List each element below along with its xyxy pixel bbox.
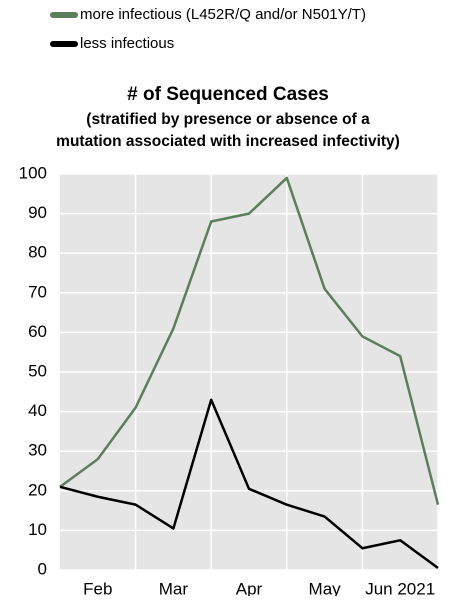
chart-title: # of Sequenced Cases — [127, 84, 329, 105]
legend-label: more infectious (L452R/Q and/or N501Y/T) — [80, 6, 366, 23]
data-line — [59, 398, 439, 570]
y-tick-label: 20 — [28, 480, 47, 499]
y-tick-label: 80 — [28, 243, 47, 262]
y-tick-label: 50 — [28, 361, 47, 380]
x-tick-label: Feb — [83, 579, 112, 596]
y-tick-label: 70 — [28, 282, 47, 301]
legend-label: less infectious — [80, 35, 174, 52]
y-tick-label: 40 — [28, 401, 47, 420]
x-tick-label: Apr — [236, 579, 263, 596]
x-tick-label: May — [309, 579, 342, 596]
x-tick-label: Jun 2021 — [365, 579, 435, 596]
y-tick-label: 100 — [19, 163, 47, 182]
y-tick-label: 90 — [28, 203, 47, 222]
y-tick-label: 60 — [28, 322, 47, 341]
x-tick-label: Mar — [159, 579, 189, 596]
y-tick-label: 10 — [28, 520, 47, 539]
chart-subtitle: mutation associated with increased infec… — [56, 133, 400, 150]
data-line — [59, 176, 440, 505]
chart-subtitle: (stratified by presence or absence of a — [86, 111, 370, 128]
y-tick-label: 30 — [28, 441, 47, 460]
y-tick-label: 0 — [38, 559, 47, 578]
